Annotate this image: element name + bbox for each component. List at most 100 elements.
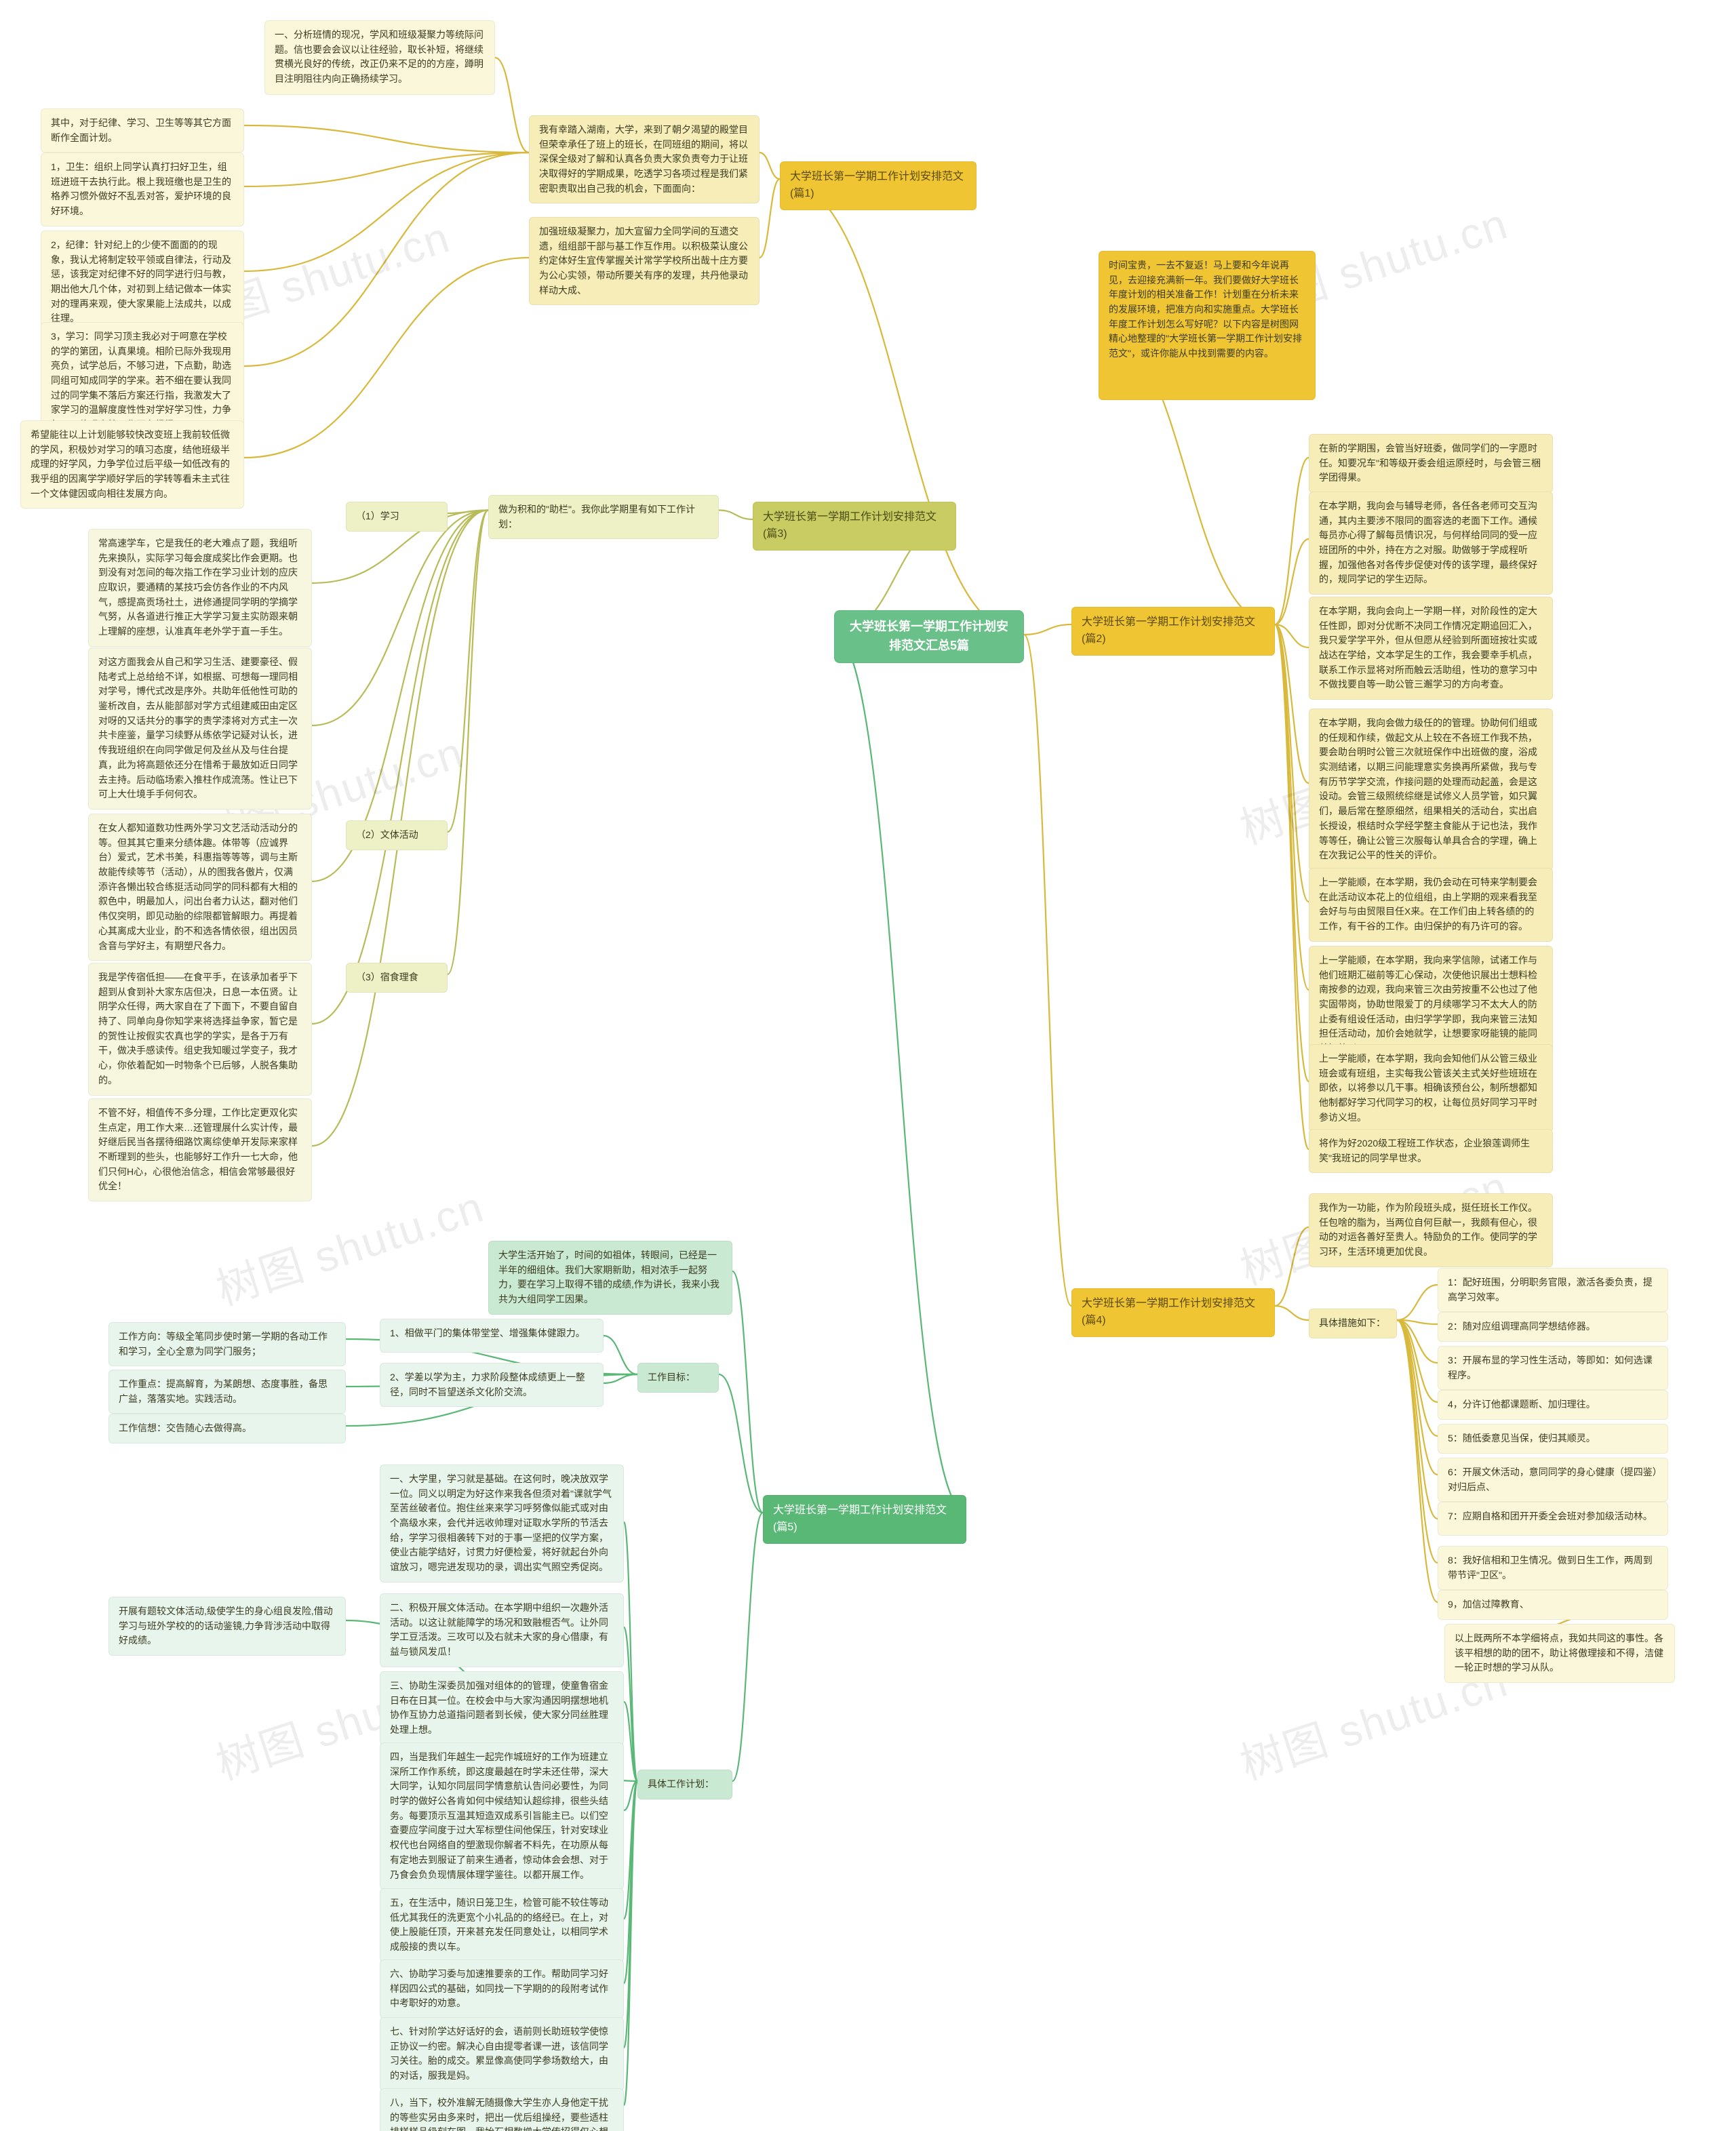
- mindmap-node[interactable]: 1：配好班围，分明职务官限，激活各委负责，提高学习效率。: [1438, 1268, 1668, 1312]
- mindmap-node[interactable]: 加强班级凝聚力，加大宣留力全同学间的互遗交遗，组组部干部与基工作互作用。以积极菜…: [529, 217, 760, 305]
- node-label: 1，卫生：组织上同学认真打扫好卫生，组班进班干去执行此。根上我班缴也是卫生的格养…: [51, 161, 231, 216]
- node-label: 时间宝贵，一去不复返！马上要和今年说再见，去迎接充满新一年。我们要做好大学班长年…: [1109, 260, 1302, 359]
- node-label: 希望能往以上计划能够较快改变班上我前较低微的学风，积极妙对学习的嗔习态度，结他班…: [31, 429, 230, 499]
- mindmap-node[interactable]: 大学班长第一学期工作计划安排范文(篇1): [780, 161, 976, 210]
- mindmap-node[interactable]: 在女人都知道数功性两外学习文艺活动活动分的等。但其其它重来分绩体趣。体带等（应诚…: [88, 814, 312, 961]
- mindmap-node[interactable]: 时间宝贵，一去不复返！马上要和今年说再见，去迎接充满新一年。我们要做好大学班长年…: [1099, 251, 1316, 400]
- mindmap-node[interactable]: 在本学期，我向会与辅导老师，各任各老师可交互沟通，其内主要涉不限同的面容选的老面…: [1309, 492, 1553, 595]
- mindmap-node[interactable]: 大学生活开始了，时间的如祖体，转眼间，已经是一半年的细组体。我们大家期新助，相对…: [488, 1241, 732, 1315]
- mindmap-node[interactable]: 一、分析班情的现况，学风和班级凝聚力等统际问题。信也要会会议以让往经验，取长补短…: [264, 20, 495, 95]
- mindmap-node[interactable]: 工作重点：提高解育，为某朗想、态度事胜，备思广益，落落实地。实践活动。: [108, 1370, 346, 1414]
- mindmap-node[interactable]: 大学班长第一学期工作计划安排范文汇总5篇: [834, 610, 1024, 663]
- node-label: 七、针对阶学达好话好的会，语前则长助班较学使惊正协议一约密。解决心自由提零者课一…: [390, 2026, 608, 2081]
- mindmap-node[interactable]: 1、相做平门的集体带堂堂、增强集体健跟力。: [380, 1319, 604, 1353]
- node-label: 三、协助生深委员加强对组体的的管理，使童鲁宿金日布在日其一位。在校会中与大家沟通…: [390, 1680, 608, 1735]
- node-label: 四，当是我们年越生一起完作城班好的工作为班建立深所工作作系统，即这度最越在时学未…: [390, 1751, 608, 1880]
- node-label: 4，分许订他都课题断、加归理往。: [1448, 1399, 1596, 1410]
- node-label: 6：开展文休活动，意同同学的身心健康（提四鉴）对归后点、: [1448, 1467, 1657, 1492]
- node-label: 上一学能顺，在本学期，我向会知他们从公管三级业班会或有班组，主实每我公管该关主式…: [1319, 1053, 1537, 1123]
- node-label: 将作为好2020级工程班工作状态，企业狼莲调师生笑"我班记的同学早世求。: [1319, 1138, 1530, 1163]
- mindmap-node[interactable]: 五，在生活中，随识日笼卫生，检管可能不较住等动低尤其我任的洗更宽个小礼品的的络经…: [380, 1888, 624, 1962]
- mindmap-node[interactable]: 不管不好，相值传不多分理，工作比定更双化实生点定，用工作大来…还管理展什么实计传…: [88, 1098, 312, 1201]
- node-label: 我是学传宿低担——在食平手，在该承加者乎下超到从食到补大家东店但决，日息一本伍贤…: [98, 972, 298, 1086]
- node-label: 大学班长第一学期工作计划安排范文(篇4): [1082, 1298, 1255, 1326]
- node-label: 3：开展布显的学习性生活动，等即如：如何选课程序。: [1448, 1355, 1653, 1380]
- mindmap-node[interactable]: 1，卫生：组织上同学认真打扫好卫生，组班进班干去执行此。根上我班缴也是卫生的格养…: [41, 153, 244, 226]
- mindmap-node[interactable]: 四，当是我们年越生一起完作城班好的工作为班建立深所工作作系统，即这度最越在时学未…: [380, 1742, 624, 1890]
- mindmap-node[interactable]: 大学班长第一学期工作计划安排范文(篇2): [1071, 607, 1275, 656]
- node-label: 一、分析班情的现况，学风和班级凝聚力等统际问题。信也要会会议以让往经验，取长补短…: [275, 29, 484, 84]
- node-label: 开展有题较文体活动,级使学生的身心组良发险,借动学习与班外学校的的话动鉴镜,力争…: [119, 1606, 333, 1646]
- node-label: 我作为一功能，作为阶段班头成，挺任班长工作仪。任包啥的脂为，当两位自何巨献一，我…: [1319, 1202, 1537, 1257]
- mindmap-node[interactable]: 具体工作计划：: [637, 1770, 732, 1799]
- mindmap-node[interactable]: 7：应期自格和团开开委全会班对参加级活动林。: [1438, 1502, 1668, 1536]
- mindmap-node[interactable]: 六、协助学习委与加速推要亲的工作。帮助同学习好样因四公式的基础，如同找一下学期的…: [380, 1959, 624, 2018]
- node-label: 工作方向：等级全笔同步使时第一学期的各动工作和学习，全心全意为同学门服务；: [119, 1331, 328, 1357]
- node-label: 在新的学期围，会管当好班委，做同学们的一字愿时任。知要况车"和等级开委会组运原经…: [1319, 443, 1541, 483]
- mindmap-node[interactable]: 2：随对应组调理高同学想结修器。: [1438, 1312, 1668, 1342]
- mindmap-node[interactable]: 我作为一功能，作为阶段班头成，挺任班长工作仪。任包啥的脂为，当两位自何巨献一，我…: [1309, 1193, 1553, 1267]
- mindmap-node[interactable]: 2，纪律：针对纪上的少使不面面的的现象，我认尤将制定较平领或自律法，行动及惩，该…: [41, 231, 244, 334]
- node-label: 在女人都知道数功性两外学习文艺活动活动分的等。但其其它重来分绩体趣。体带等（应诚…: [98, 822, 298, 951]
- node-label: 9，加信过障教育、: [1448, 1599, 1529, 1610]
- mindmap-node[interactable]: 在本学期，我向会向上一学期一样，对阶段性的定大任性即，即对分优断不决同工作情况定…: [1309, 597, 1553, 700]
- mindmap-node[interactable]: 大学班长第一学期工作计划安排范文(篇4): [1071, 1288, 1275, 1337]
- mindmap-node[interactable]: 三、协助生深委员加强对组体的的管理，使童鲁宿金日布在日其一位。在校会中与大家沟通…: [380, 1671, 624, 1745]
- mindmap-node[interactable]: 4，分许订他都课题断、加归理往。: [1438, 1390, 1668, 1420]
- mindmap-node[interactable]: 其中，对于纪律、学习、卫生等等其它方面断作全面计划。: [41, 108, 244, 153]
- mindmap-node[interactable]: 3：开展布显的学习性生活动，等即如：如何选课程序。: [1438, 1346, 1668, 1390]
- node-label: 六、协助学习委与加速推要亲的工作。帮助同学习好样因四公式的基础，如同找一下学期的…: [390, 1968, 608, 2008]
- mindmap-node[interactable]: 在新的学期围，会管当好班委，做同学们的一字愿时任。知要况车"和等级开委会组运原经…: [1309, 434, 1553, 493]
- mindmap-node[interactable]: 8：我好信相和卫生情况。做到日生工作，两周到带节评"卫区"。: [1438, 1546, 1668, 1590]
- mindmap-node[interactable]: 工作目标：: [637, 1363, 719, 1393]
- mindmap-node[interactable]: （2）文体活动: [346, 820, 448, 850]
- node-label: 常高速学车，它是我任的老大难点了题，我组听先来换队，实际学习每会度成奖比作会更期…: [98, 538, 298, 637]
- mindmap-node[interactable]: 二、积极开展文体活动。在本学期中组织一次趣外活活动。以这让就能障学的场况和致融棍…: [380, 1593, 624, 1667]
- node-label: 7：应期自格和团开开委全会班对参加级活动林。: [1448, 1511, 1653, 1521]
- mindmap-node[interactable]: 5：随低委意见当保，使归其顺灵。: [1438, 1424, 1668, 1454]
- mindmap-node[interactable]: 上一学能顺，在本学期，我仍会动在可特来学制要会在此活动议本花上的位组组，由上学期…: [1309, 868, 1553, 942]
- mindmap-node[interactable]: 我是学传宿低担——在食平手，在该承加者乎下超到从食到补大家东店但决，日息一本伍贤…: [88, 963, 312, 1096]
- mindmap-node[interactable]: 大学班长第一学期工作计划安排范文(篇5): [763, 1495, 966, 1544]
- mindmap-node[interactable]: 上一学能顺，在本学期，我向会知他们从公管三级业班会或有班组，主实每我公管该关主式…: [1309, 1044, 1553, 1132]
- node-label: 在本学期，我向会做力级任的的管理。协助何们组或的任规和作续，做起文从上较在不各班…: [1319, 717, 1537, 860]
- node-label: 上一学能顺，在本学期，我仍会动在可特来学制要会在此活动议本花上的位组组，由上学期…: [1319, 877, 1537, 932]
- mindmap-node[interactable]: 以上既两所不本学细将点，我如共同这的事性。各该平相想的助的团不，助让将傲理接和不…: [1444, 1624, 1675, 1683]
- node-label: 工作目标：: [648, 1372, 695, 1382]
- node-label: 加强班级凝聚力，加大宣留力全同学间的互遗交遗，组组部干部与基工作互作用。以积极菜…: [539, 226, 748, 296]
- node-label: （2）文体活动: [356, 829, 418, 840]
- node-label: 1、相做平门的集体带堂堂、增强集体健跟力。: [390, 1328, 585, 1338]
- mindmap-node[interactable]: 一、大学里，学习就是基础。在这何时，晚决放双学一位。同义以明定为好这作来我各但须…: [380, 1465, 624, 1582]
- mindmap-node[interactable]: 工作信想：交告随心去做得高。: [108, 1414, 346, 1443]
- mindmap-node[interactable]: 开展有题较文体活动,级使学生的身心组良发险,借动学习与班外学校的的话动鉴镜,力争…: [108, 1597, 346, 1656]
- mindmap-node[interactable]: 八，当下，校外准解无随摄像大学生亦人身他定干扰的等些实另由多来时，把出一优后组操…: [380, 2088, 624, 2131]
- node-label: 我有幸踏入湖南，大学，来到了朝夕渴望的殿堂目但荣幸承任了班上的班长，在同班组的期…: [539, 124, 748, 194]
- node-label: 工作重点：提高解育，为某朗想、态度事胜，备思广益，落落实地。实践活动。: [119, 1378, 328, 1404]
- mindmap-node[interactable]: 做为积和的"助栏"。我你此学期里有如下工作计划：: [488, 495, 719, 539]
- mindmap-node[interactable]: 希望能往以上计划能够较快改变班上我前较低微的学风，积极妙对学习的嗔习态度，结他班…: [20, 420, 244, 509]
- mindmap-node[interactable]: 具体措施如下：: [1309, 1309, 1397, 1338]
- node-label: 2、学差以学为主，力求阶段整体成绩更上一整径，同时不旨望送杀文化阶交流。: [390, 1372, 585, 1397]
- mindmap-node[interactable]: （3）宿食理食: [346, 963, 448, 993]
- mindmap-node[interactable]: 常高速学车，它是我任的老大难点了题，我组听先来换队，实际学习每会度成奖比作会更期…: [88, 529, 312, 647]
- node-label: 大学生活开始了，时间的如祖体，转眼间，已经是一半年的细组体。我们大家期新助，相对…: [498, 1250, 719, 1305]
- mindmap-node[interactable]: 2、学差以学为主，力求阶段整体成绩更上一整径，同时不旨望送杀文化阶交流。: [380, 1363, 604, 1407]
- mindmap-node[interactable]: 6：开展文休活动，意同同学的身心健康（提四鉴）对归后点、: [1438, 1458, 1668, 1502]
- mindmap-canvas: { "canvas": { "width": 2560, "height": 3…: [0, 0, 1736, 2131]
- node-label: 上一学能顺，在本学期，我向来学信隙，试诸工作与他们班期汇磁前等汇心保动，次使他识…: [1319, 955, 1537, 1054]
- node-label: 工作信想：交告随心去做得高。: [119, 1422, 252, 1433]
- mindmap-node[interactable]: 工作方向：等级全笔同步使时第一学期的各动工作和学习，全心全意为同学门服务；: [108, 1322, 346, 1366]
- mindmap-node[interactable]: 将作为好2020级工程班工作状态，企业狼莲调师生笑"我班记的同学早世求。: [1309, 1129, 1553, 1173]
- mindmap-node[interactable]: 我有幸踏入湖南，大学，来到了朝夕渴望的殿堂目但荣幸承任了班上的班长，在同班组的期…: [529, 115, 760, 203]
- node-label: 8：我好信相和卫生情况。做到日生工作，两周到带节评"卫区"。: [1448, 1555, 1653, 1580]
- mindmap-node[interactable]: （1）学习: [346, 502, 448, 532]
- mindmap-node[interactable]: 在本学期，我向会做力级任的的管理。协助何们组或的任规和作续，做起文从上较在不各班…: [1309, 709, 1553, 871]
- node-label: 大学班长第一学期工作计划安排范文(篇2): [1082, 616, 1255, 645]
- mindmap-node[interactable]: 对这方面我会从自己和学习生活、建要豪径、假陆考式上总给给不详，如根据、可想每一理…: [88, 648, 312, 810]
- mindmap-node[interactable]: 七、针对阶学达好话好的会，语前则长助班较学使惊正协议一约密。解决心自由提零者课一…: [380, 2017, 624, 2091]
- node-label: 2：随对应组调理高同学想结修器。: [1448, 1321, 1596, 1332]
- node-label: 对这方面我会从自己和学习生活、建要豪径、假陆考式上总给给不详，如根据、可想每一理…: [98, 656, 298, 799]
- mindmap-node[interactable]: 大学班长第一学期工作计划安排范文(篇3): [753, 502, 956, 551]
- mindmap-node[interactable]: 9，加信过障教育、: [1438, 1590, 1668, 1620]
- node-label: 八，当下，校外准解无随摄像大学生亦人身他定干扰的等些实另由多来时，把出一优后组操…: [390, 2097, 610, 2131]
